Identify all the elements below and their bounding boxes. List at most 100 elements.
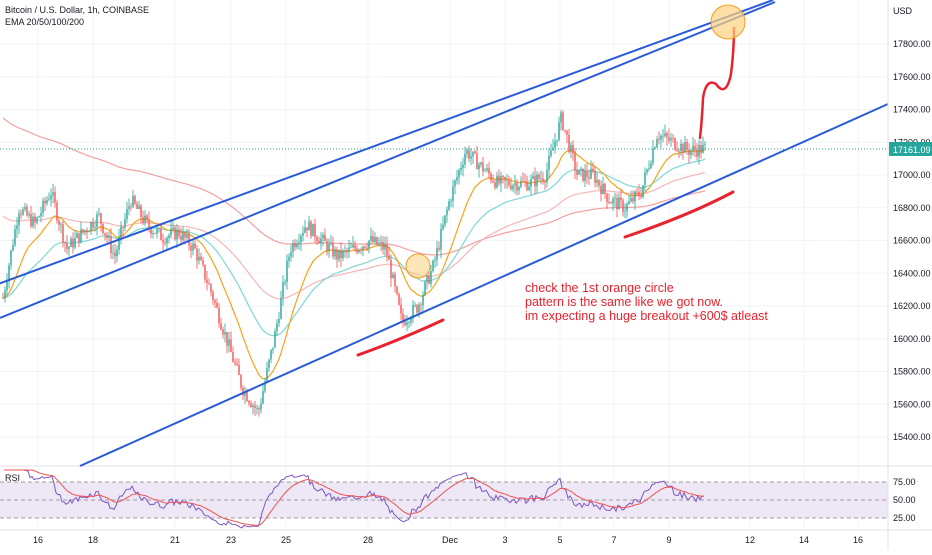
candle-body <box>194 243 196 249</box>
candle-body <box>92 222 94 228</box>
candle-body <box>490 173 492 181</box>
time-tick-label: 5 <box>557 535 562 545</box>
candle-body <box>554 141 556 148</box>
candle-body <box>540 178 542 180</box>
candle-body <box>668 136 670 141</box>
candle-body <box>158 228 160 230</box>
candle-body <box>22 209 24 215</box>
candle-body <box>524 181 526 182</box>
time-tick-label: 21 <box>170 535 180 545</box>
channel-upper-trend <box>0 1 776 319</box>
candle-body <box>316 237 318 241</box>
candle-body <box>30 214 32 227</box>
candle-body <box>58 220 60 225</box>
candle-body <box>654 147 656 149</box>
candle-body <box>636 191 638 193</box>
candle-body <box>94 227 96 228</box>
candle-body <box>620 197 622 201</box>
candle-body <box>50 195 52 200</box>
candle-body <box>566 130 568 135</box>
candle-body <box>514 182 516 186</box>
candle-body <box>436 247 438 260</box>
candle-body <box>138 205 140 209</box>
rsi-axis: 75.00 50.00 25.00 <box>893 477 916 523</box>
candle-body <box>308 221 310 231</box>
candle-body <box>122 226 124 228</box>
candle-body <box>594 171 596 183</box>
candle-body <box>306 227 308 231</box>
candle-body <box>658 139 660 140</box>
candle-body <box>76 233 78 238</box>
candle-body <box>240 374 242 388</box>
orange-circle-target <box>710 4 746 40</box>
candle-body <box>580 168 582 170</box>
candle-body <box>486 168 488 171</box>
candle-body <box>36 217 38 223</box>
candle-body <box>692 145 694 151</box>
annotation-line-2: pattern is the same like we got now. <box>525 295 723 309</box>
candle-body <box>564 129 566 131</box>
candle-body <box>328 243 330 251</box>
candle-body <box>60 224 62 226</box>
candle-body <box>192 243 194 251</box>
candle-body <box>54 192 56 203</box>
candle-body <box>518 186 520 191</box>
price-tick-label: 17800.00 <box>893 39 931 49</box>
candle-body <box>142 217 144 223</box>
candles <box>2 110 706 417</box>
support-marker-2 <box>623 190 735 239</box>
candle-body <box>618 197 620 210</box>
price-tick-label: 17600.00 <box>893 72 931 82</box>
candle-body <box>528 186 530 191</box>
candle-body <box>126 208 128 220</box>
candle-body <box>386 244 388 256</box>
candle-body <box>660 135 662 140</box>
candle-body <box>508 180 510 186</box>
candle-body <box>400 304 402 314</box>
candle-body <box>698 144 700 157</box>
candle-body <box>168 235 170 239</box>
candle-body <box>536 174 538 187</box>
candle-body <box>262 391 264 404</box>
candle-body <box>556 139 558 142</box>
candle-body <box>154 233 156 234</box>
candle-body <box>236 363 238 365</box>
candle-body <box>468 149 470 159</box>
candle-body <box>160 228 162 241</box>
candle-body <box>440 229 442 250</box>
candle-body <box>6 281 8 291</box>
candle-body <box>336 249 338 260</box>
candle-body <box>222 329 224 335</box>
candle-body <box>422 294 424 306</box>
candle-body <box>494 182 496 188</box>
candle-body <box>26 206 28 216</box>
candle-body <box>412 305 414 319</box>
candle-body <box>332 242 334 257</box>
candle-body <box>510 185 512 190</box>
candle-body <box>432 260 434 272</box>
candle-body <box>502 175 504 178</box>
candle-body <box>366 247 368 249</box>
candle-body <box>272 347 274 350</box>
candle-body <box>42 200 44 213</box>
candle-body <box>420 304 422 306</box>
candle-body <box>248 401 250 404</box>
candle-body <box>134 195 136 204</box>
candle-body <box>382 241 384 250</box>
candle-body <box>604 183 606 194</box>
rsi-ma-line <box>4 469 704 526</box>
candle-body <box>384 244 386 250</box>
candle-body <box>516 182 518 191</box>
time-tick-label: 12 <box>745 535 755 545</box>
price-tick-label: 16400.00 <box>893 268 931 278</box>
candle-body <box>458 170 460 178</box>
candle-body <box>288 256 290 261</box>
last-price-tag <box>889 142 932 156</box>
candle-body <box>498 175 500 184</box>
candle-body <box>72 238 74 248</box>
candle-body <box>350 247 352 249</box>
candle-body <box>86 230 88 232</box>
candle-body <box>442 224 444 230</box>
candle-body <box>454 180 456 187</box>
